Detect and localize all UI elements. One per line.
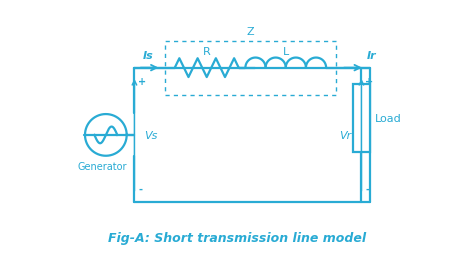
Text: Generator: Generator [78, 161, 127, 171]
Text: -: - [138, 184, 143, 194]
Text: Load: Load [375, 114, 401, 124]
Text: -: - [365, 184, 369, 194]
Bar [164, 42, 336, 95]
Text: Vr: Vr [339, 130, 352, 140]
Text: Ir: Ir [366, 51, 376, 61]
Text: +: + [365, 77, 374, 87]
Text: L: L [283, 46, 289, 57]
Text: R: R [203, 46, 210, 57]
Text: Is: Is [143, 51, 154, 61]
Bar [353, 85, 370, 152]
Text: +: + [138, 77, 146, 87]
Text: Vs: Vs [145, 130, 158, 140]
Text: Fig-A: Short transmission line model: Fig-A: Short transmission line model [108, 231, 366, 244]
Text: Z: Z [246, 27, 254, 37]
